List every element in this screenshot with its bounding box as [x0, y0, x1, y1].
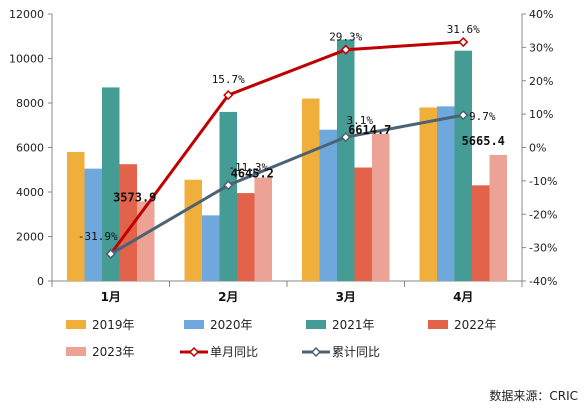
- bar-2020年: [202, 215, 220, 281]
- bar-2021年: [337, 39, 355, 282]
- legend-label-单月同比: 单月同比: [210, 345, 258, 359]
- left-tick-label: 6000: [16, 142, 44, 155]
- category-label: 4月: [453, 290, 473, 304]
- bar-2022年: [119, 164, 137, 281]
- right-tick-label: 0%: [529, 142, 546, 155]
- bar-2022年: [237, 193, 255, 281]
- data-labels: -31.9% 15.7% 29.3% 31.6% -11.3% 3.1% 9.7% 3573.…: [78, 23, 505, 243]
- left-tick-label: 0: [37, 275, 44, 288]
- left-tick-label: 2000: [16, 231, 44, 244]
- legend-label-2022年: 2022年: [454, 318, 497, 332]
- bar-2019年: [184, 179, 202, 281]
- legend: 2019年 2020年 2021年 2022年 2023年 单月同比 累计同比: [66, 318, 497, 359]
- bar-value-label: 4645.2: [231, 167, 274, 181]
- legend-swatch-2020年: [184, 320, 204, 329]
- bar-2023年: [372, 133, 390, 281]
- bar-2019年: [302, 98, 320, 281]
- right-tick-label: 40%: [529, 8, 553, 21]
- right-tick-label: -20%: [529, 208, 557, 221]
- line-单月同比: [109, 40, 464, 255]
- monthly-yoy-label: 29.3%: [329, 31, 362, 44]
- right-tick-label: 10%: [529, 108, 553, 121]
- right-tick-label: -10%: [529, 175, 557, 188]
- bar-2019年: [419, 107, 437, 281]
- legend-marker-累计同比: [310, 346, 322, 358]
- bar-2020年: [84, 168, 102, 281]
- bar-2021年: [102, 87, 120, 281]
- bar-2023年: [254, 177, 272, 281]
- monthly-yoy-label: 15.7%: [212, 73, 245, 86]
- bar-2019年: [67, 151, 85, 281]
- left-tick-label: 4000: [16, 186, 44, 199]
- legend-swatch-2022年: [428, 320, 448, 329]
- marker-累计同比: [223, 180, 234, 191]
- left-tick-label: 8000: [16, 97, 44, 110]
- legend-label-2020年: 2020年: [210, 318, 253, 332]
- bar-2021年: [219, 111, 237, 282]
- bar-2023年: [489, 154, 507, 281]
- monthly-yoy-label: -31.9%: [78, 230, 118, 243]
- right-tick-label: -40%: [529, 275, 557, 288]
- legend-label-2023年: 2023年: [92, 345, 135, 359]
- legend-swatch-2019年: [66, 320, 86, 329]
- legend-swatch-2023年: [66, 347, 86, 356]
- legend-marker-单月同比: [188, 346, 200, 358]
- bar-2020年: [437, 106, 455, 282]
- marker-单月同比: [340, 44, 351, 55]
- category-label: 1月: [101, 290, 121, 304]
- legend-label-2021年: 2021年: [332, 318, 375, 332]
- bar-2022年: [472, 185, 490, 281]
- bar-value-label: 3573.9: [113, 190, 156, 204]
- bar-2021年: [454, 50, 472, 282]
- legend-swatch-2021年: [306, 320, 326, 329]
- bar-value-label: 5665.4: [462, 134, 505, 148]
- left-tick-label: 10000: [9, 53, 44, 66]
- monthly-yoy-label: 31.6%: [447, 23, 480, 36]
- marker-单月同比: [458, 36, 469, 48]
- right-tick-label: -30%: [529, 242, 557, 255]
- bars: [67, 39, 507, 282]
- legend-label-累计同比: 累计同比: [332, 345, 380, 359]
- lines: [105, 36, 469, 260]
- cumulative-yoy-label: 9.7%: [469, 110, 496, 123]
- right-tick-label: 20%: [529, 75, 553, 88]
- marker-单月同比: [223, 90, 234, 101]
- bar-2020年: [319, 129, 337, 281]
- cumulative-yoy-label: 3.1%: [347, 114, 374, 127]
- bar-2023年: [137, 201, 155, 281]
- legend-label-2019年: 2019年: [92, 318, 135, 332]
- cumulative-yoy-label: -11.3%: [228, 161, 268, 174]
- left-tick-label: 12000: [9, 8, 44, 21]
- source-note: 数据来源：CRIC: [489, 388, 578, 403]
- line-累计同比: [109, 113, 464, 256]
- category-label: 2月: [218, 290, 238, 304]
- bar-value-label: 6614.7: [348, 123, 391, 137]
- right-tick-label: 30%: [529, 41, 553, 54]
- marker-累计同比: [340, 132, 351, 143]
- axes: 0 2000 4000 6000 8000 10000 12000 -40% -30% -20% -…: [9, 8, 557, 304]
- marker-累计同比: [105, 248, 116, 260]
- bar-2022年: [354, 167, 372, 281]
- category-label: 3月: [336, 290, 356, 304]
- marker-累计同比: [458, 110, 469, 121]
